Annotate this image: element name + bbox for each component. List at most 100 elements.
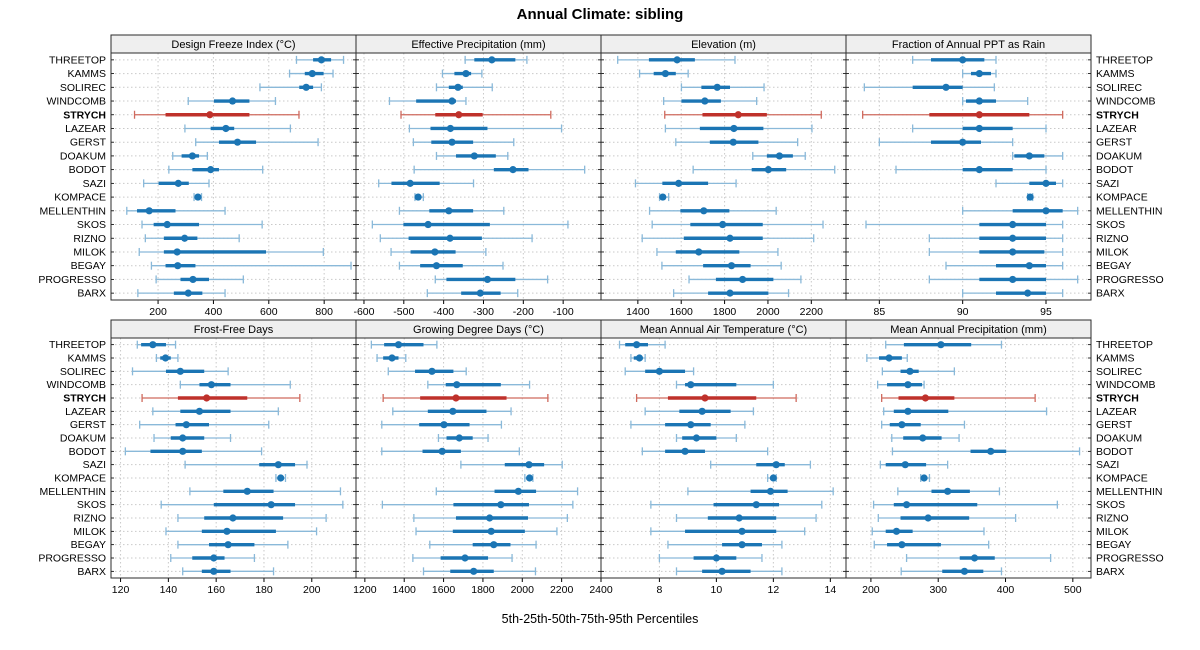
site-label-left-kompace: KOMPACE [54,192,106,204]
percentile-row-SAZI [634,179,737,188]
site-label-left-milok: MILOK [73,526,106,538]
percentile-row-BODOT [692,165,836,174]
site-label-right-kamms: KAMMS [1096,353,1135,365]
median-dot [734,111,742,119]
percentile-row-WINDCOMB [427,380,531,389]
median-dot [206,111,214,119]
percentile-row-LAZEAR [664,124,813,133]
median-dot [700,207,708,215]
median-dot [738,541,746,549]
site-label-left-rizno: RIZNO [73,513,106,525]
percentile-row-PROGRESSO [905,554,1052,562]
site-label-left-strych: STRYCH [63,109,106,121]
median-dot [207,381,215,389]
x-tick-label: -500 [393,306,414,318]
percentile-row-MILOK [928,247,1064,256]
site-label-right-doakum: DOAKUM [1096,150,1142,162]
x-tick-label: -600 [353,306,374,318]
percentile-row-GERST [412,138,515,147]
median-dot [735,514,743,522]
percentile-row-BARX [137,289,226,298]
percentile-row-KAMMS [630,354,646,362]
panel-border [845,337,1092,579]
site-label-right-solirec: SOLIREC [1096,366,1143,378]
percentile-row-KOMPACE [767,474,777,482]
percentile-row-SOLIREC [624,367,695,376]
percentile-row-RIZNO [928,234,1064,243]
median-dot [184,289,192,297]
median-dot [302,83,310,91]
site-label-left-strych: STRYCH [63,393,106,405]
x-tick-label: 1400 [393,584,417,596]
site-label-right-strych: STRYCH [1096,393,1139,405]
percentile-row-BEGAY [429,540,537,549]
percentile-row-LAZEAR [184,124,292,133]
median-dot [975,111,983,119]
x-tick-label: 2400 [589,584,613,596]
x-tick-label: 800 [315,306,333,318]
median-dot [1025,152,1033,160]
median-dot [267,501,275,509]
percentile-row-MELLENTHIN [962,206,1079,215]
median-dot [924,514,932,522]
median-dot [1009,220,1017,229]
panel-border [600,337,847,579]
x-tick-label: 140 [160,584,178,596]
median-dot [885,354,893,362]
site-label-right-doakum: DOAKUM [1096,433,1142,445]
percentile-row-SAZI [143,179,210,188]
median-dot [488,56,496,64]
median-dot [179,434,187,442]
percentile-row-SOLIREC [435,83,493,92]
median-dot [461,554,469,562]
median-dot [525,461,533,469]
site-label-right-strych: STRYCH [1096,109,1139,121]
percentile-row-PROGRESSO [658,554,763,562]
panel-mean-annual-precipitation-mm-: Mean Annual Precipitation (mm) 200 300 400 5… [845,319,1092,596]
site-label-left-begay: BEGAY [71,260,106,272]
percentile-row-GERST [195,138,319,147]
median-dot [766,487,775,495]
site-label-right-gerst: GERST [1096,137,1133,149]
percentile-row-BARX [672,289,790,298]
median-dot [681,447,689,455]
x-tick-label: 1600 [670,306,694,318]
median-dot [452,394,460,402]
percentile-row-SOLIREC [680,83,765,92]
median-dot [937,341,945,349]
x-tick-label: 400 [997,584,1015,596]
median-dot [229,514,237,522]
percentile-row-DOAKUM [153,434,232,442]
median-dot [476,289,484,297]
percentile-row-THREETOP [295,55,345,64]
percentile-row-KOMPACE [524,474,534,482]
site-label-right-threetop: THREETOP [1096,54,1153,66]
percentile-row-DOAKUM [675,434,737,442]
percentile-row-STRYCH [664,110,822,119]
percentile-row-RIZNO [177,514,327,522]
x-tick-label: 400 [205,306,223,318]
percentile-row-BARX [426,289,519,298]
percentile-row-WINDCOMB [179,380,291,389]
site-label-left-solirec: SOLIREC [60,82,107,94]
percentile-row-THREETOP [912,55,997,64]
percentile-row-KAMMS [155,354,179,362]
median-dot [726,289,734,297]
median-dot [1009,248,1017,256]
median-dot [438,447,446,455]
median-dot [975,166,983,174]
site-label-right-mellenthin: MELLENTHIN [1096,205,1163,217]
median-dot [752,501,760,509]
median-dot [919,434,927,442]
median-dot [445,207,453,215]
median-dot [904,381,912,389]
percentile-row-PROGRESSO [170,554,256,562]
median-dot [179,447,187,455]
panel-title: Growing Degree Days (°C) [413,324,544,336]
panel-elevation-m-: Elevation (m) 1400 1600 1800 2000 2200 [600,34,847,318]
median-dot [448,97,456,105]
site-label-left-lazear: LAZEAR [65,406,106,418]
percentile-row-DOAKUM [752,151,806,160]
